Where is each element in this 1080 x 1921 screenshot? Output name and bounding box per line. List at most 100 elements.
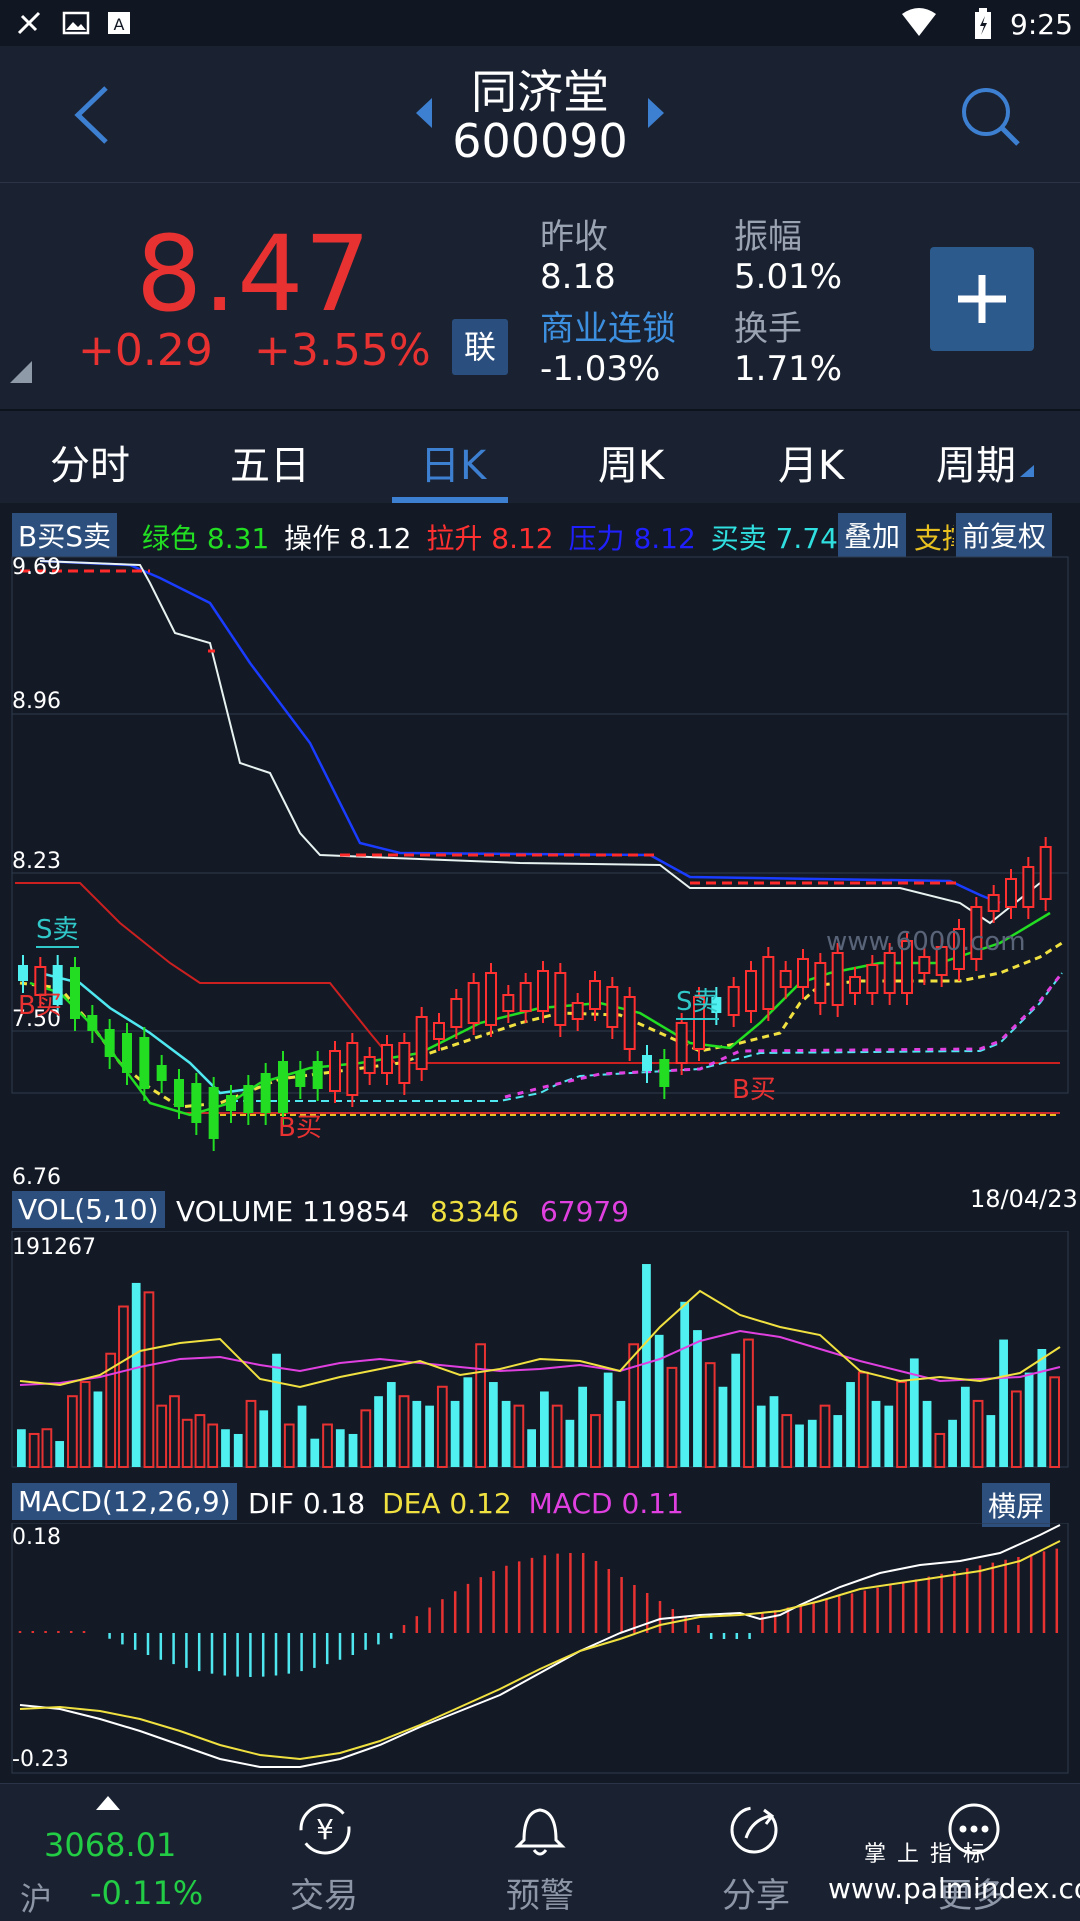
volume-bar [118,1305,129,1468]
volume-bar [425,1405,434,1467]
pressure-value: 8.12 [633,522,696,555]
indicator-name[interactable]: B买S卖 [12,513,117,557]
candle-body [312,1061,323,1089]
candle-body [363,1056,376,1074]
volume-chart [11,1231,1069,1469]
sector-link[interactable]: 商业连锁 [540,309,676,349]
search-icon[interactable] [958,84,1022,148]
volume-bar [628,1343,640,1468]
volume-bar [386,1382,396,1467]
expand-corner-icon[interactable] [10,361,32,383]
volume-value: 119854 [302,1195,410,1228]
volume-bar [1049,1376,1060,1469]
op-label: 操作 [284,522,341,555]
rise-value: 8.12 [491,522,554,555]
bell-icon[interactable] [512,1798,568,1860]
volume-bar [259,1410,269,1467]
volume-bar [169,1395,180,1468]
volume-ma5: 83346 [429,1195,520,1228]
candle-body [762,956,775,1010]
candle-body [1039,846,1052,900]
candle-body [87,1015,98,1031]
battery-icon [975,8,991,39]
volume-bar [55,1441,65,1467]
overlay-button[interactable]: 叠加 [838,513,907,557]
nav-alert[interactable]: 预警 [506,1876,574,1916]
share-icon[interactable] [726,1798,786,1860]
back-icon[interactable] [66,80,126,150]
nav-share[interactable]: 分享 [722,1876,790,1916]
volume-bar [846,1382,855,1467]
trade-icon[interactable]: ¥ [294,1798,356,1860]
candle-body [745,970,757,1012]
buy-signal: B买 [18,991,62,1021]
macd-y-bottom: -0.23 [12,1747,69,1772]
volume-bar [93,1391,103,1467]
volume-bar [245,1399,257,1468]
volume-max-label: 191267 [12,1235,96,1260]
macd-histogram [18,1548,1059,1677]
macd-values: DIF 0.18 DEA 0.12 MACD 0.11 [248,1487,684,1520]
tab-five-day[interactable]: 五日 [230,443,310,489]
volume-bar [704,1362,716,1468]
pressure-line [39,559,1001,905]
dropdown-triangle-icon [1020,465,1034,477]
trend-line [39,560,1041,925]
candle-body [589,980,601,1010]
sell-signal: S卖 [36,909,79,948]
svg-text:¥: ¥ [316,1813,334,1846]
linked-button[interactable]: 联 [452,319,508,375]
candle-body [104,1029,115,1057]
candle-body [675,1022,688,1064]
candle-body [659,1059,670,1087]
candle-body [970,906,983,960]
candle-body [935,946,948,976]
nav-more[interactable]: 更多 [938,1876,1006,1916]
volume-indicator-name[interactable]: VOL(5,10) [12,1191,165,1228]
volume-bar [1024,1372,1034,1467]
candle-body [18,965,28,981]
image-icon [62,11,90,35]
volume-bar [412,1400,422,1467]
candle-body [398,1042,411,1084]
stock-name: 同济堂 [471,65,609,119]
volume-bar [756,1405,766,1467]
brand-watermark: 掌 上 指 标 [864,1842,987,1867]
tab-period[interactable]: 周期 [936,433,1036,491]
quote-panel: 8.47 +0.29 +3.55% 联 昨收 8.18 商业连锁 -1.03% … [0,183,1080,411]
chart-area[interactable]: B买S卖 绿色 8.31 操作 8.12 拉升 8.12 压力 8.12 买卖 … [0,503,1080,1783]
add-watchlist-button[interactable] [930,247,1034,351]
tab-monthly-k[interactable]: 月K [778,443,845,489]
volume-bar [79,1381,91,1468]
macd-y-top: 0.18 [12,1525,61,1550]
volume-bar [527,1429,536,1467]
candle-body [122,1033,132,1073]
tab-intraday[interactable]: 分时 [50,443,130,489]
dif-label: DIF [248,1487,294,1520]
candle-body [485,972,497,1026]
volume-bars [17,1264,1060,1469]
candle-body [329,1050,341,1092]
volume-bar [105,1352,117,1468]
price-change: +0.29 [78,325,213,376]
volume-bar [156,1404,168,1468]
candle-body [191,1083,202,1123]
buy-signal: B买 [732,1075,776,1105]
macd-indicator-name[interactable]: MACD(12,26,9) [12,1483,237,1520]
dea-line [19,1540,1061,1761]
more-icon[interactable] [944,1798,1004,1860]
pressure-label: 压力 [568,522,625,555]
candle-body [278,1061,288,1113]
volume-bar [463,1377,473,1467]
adjust-button[interactable]: 前复权 [956,513,1053,557]
next-stock-icon[interactable] [644,96,668,130]
volume-bar [654,1334,664,1467]
prev-stock-icon[interactable] [412,96,436,130]
y-label-bottom: 6.76 [12,1165,61,1190]
nav-trade[interactable]: 交易 [290,1876,358,1916]
index-value[interactable]: 3068.01 [44,1826,177,1864]
landscape-button[interactable]: 横屏 [982,1483,1051,1527]
tab-weekly-k[interactable]: 周K [598,443,665,489]
prev-close-label: 昨收 [540,217,608,257]
tab-daily-k[interactable]: 日K [420,443,487,489]
